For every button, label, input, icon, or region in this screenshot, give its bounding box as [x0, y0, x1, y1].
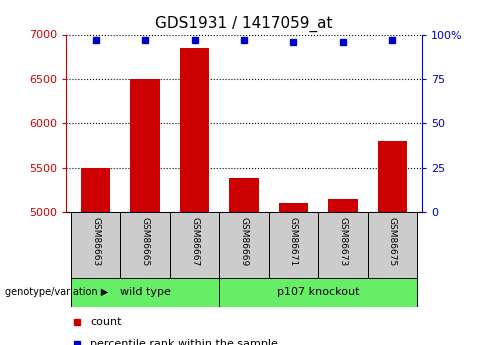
Bar — [130, 79, 160, 212]
Text: GSM86669: GSM86669 — [240, 217, 248, 267]
Text: p107 knockout: p107 knockout — [277, 287, 360, 297]
Bar — [279, 203, 308, 212]
Bar — [71, 212, 121, 278]
Bar — [170, 212, 219, 278]
Bar — [219, 278, 417, 307]
Bar — [81, 168, 110, 212]
Bar — [318, 212, 367, 278]
Text: GSM86665: GSM86665 — [141, 217, 149, 267]
Bar — [121, 212, 170, 278]
Text: percentile rank within the sample: percentile rank within the sample — [90, 339, 278, 345]
Text: count: count — [90, 317, 122, 327]
Text: GSM86663: GSM86663 — [91, 217, 100, 267]
Bar — [219, 212, 269, 278]
Bar — [378, 141, 407, 212]
Bar — [71, 278, 219, 307]
Text: GSM86675: GSM86675 — [388, 217, 397, 267]
Bar — [328, 199, 358, 212]
Bar — [229, 178, 259, 212]
Text: GSM86671: GSM86671 — [289, 217, 298, 267]
Text: GSM86673: GSM86673 — [339, 217, 347, 267]
Bar — [367, 212, 417, 278]
Bar — [180, 48, 209, 212]
Bar — [269, 212, 318, 278]
Title: GDS1931 / 1417059_at: GDS1931 / 1417059_at — [155, 16, 333, 32]
Text: GSM86667: GSM86667 — [190, 217, 199, 267]
Text: genotype/variation ▶: genotype/variation ▶ — [5, 287, 108, 297]
Text: wild type: wild type — [120, 287, 170, 297]
